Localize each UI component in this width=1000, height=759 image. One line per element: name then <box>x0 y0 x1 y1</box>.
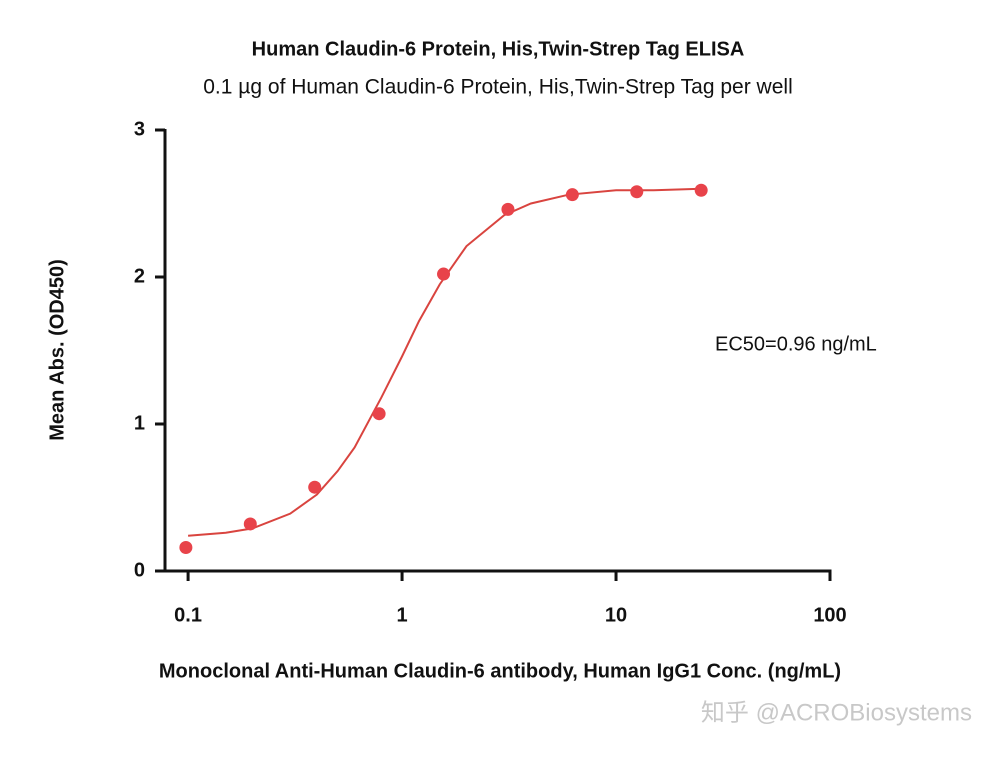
data-point <box>694 183 708 197</box>
data-point <box>501 202 515 216</box>
chart-subtitle: 0.1 µg of Human Claudin-6 Protein, His,T… <box>203 76 793 99</box>
data-point <box>179 540 193 554</box>
y-axis-label: Mean Abs. (OD450) <box>46 259 68 441</box>
y-tick-label: 3 <box>134 118 145 140</box>
y-tick-label: 0 <box>134 559 145 581</box>
fit-curve <box>188 187 702 537</box>
data-point <box>565 188 579 202</box>
data-point <box>437 267 451 281</box>
x-axis-label: Monoclonal Anti-Human Claudin-6 antibody… <box>159 660 841 682</box>
x-tick-label: 100 <box>813 604 846 626</box>
annotation: EC50=0.96 ng/mL <box>715 333 877 355</box>
data-point <box>308 480 322 494</box>
chart-title: Human Claudin-6 Protein, His,Twin-Strep … <box>252 38 745 60</box>
watermark: 知乎 @ACROBiosystems <box>701 699 972 726</box>
y-tick-label: 2 <box>134 265 145 287</box>
y-tick-label: 1 <box>134 412 145 434</box>
data-point <box>372 407 386 421</box>
x-tick-label: 10 <box>605 604 627 626</box>
x-tick-label: 1 <box>396 604 407 626</box>
x-tick-label: 0.1 <box>174 604 202 626</box>
data-point <box>630 185 644 199</box>
data-point <box>243 517 257 531</box>
